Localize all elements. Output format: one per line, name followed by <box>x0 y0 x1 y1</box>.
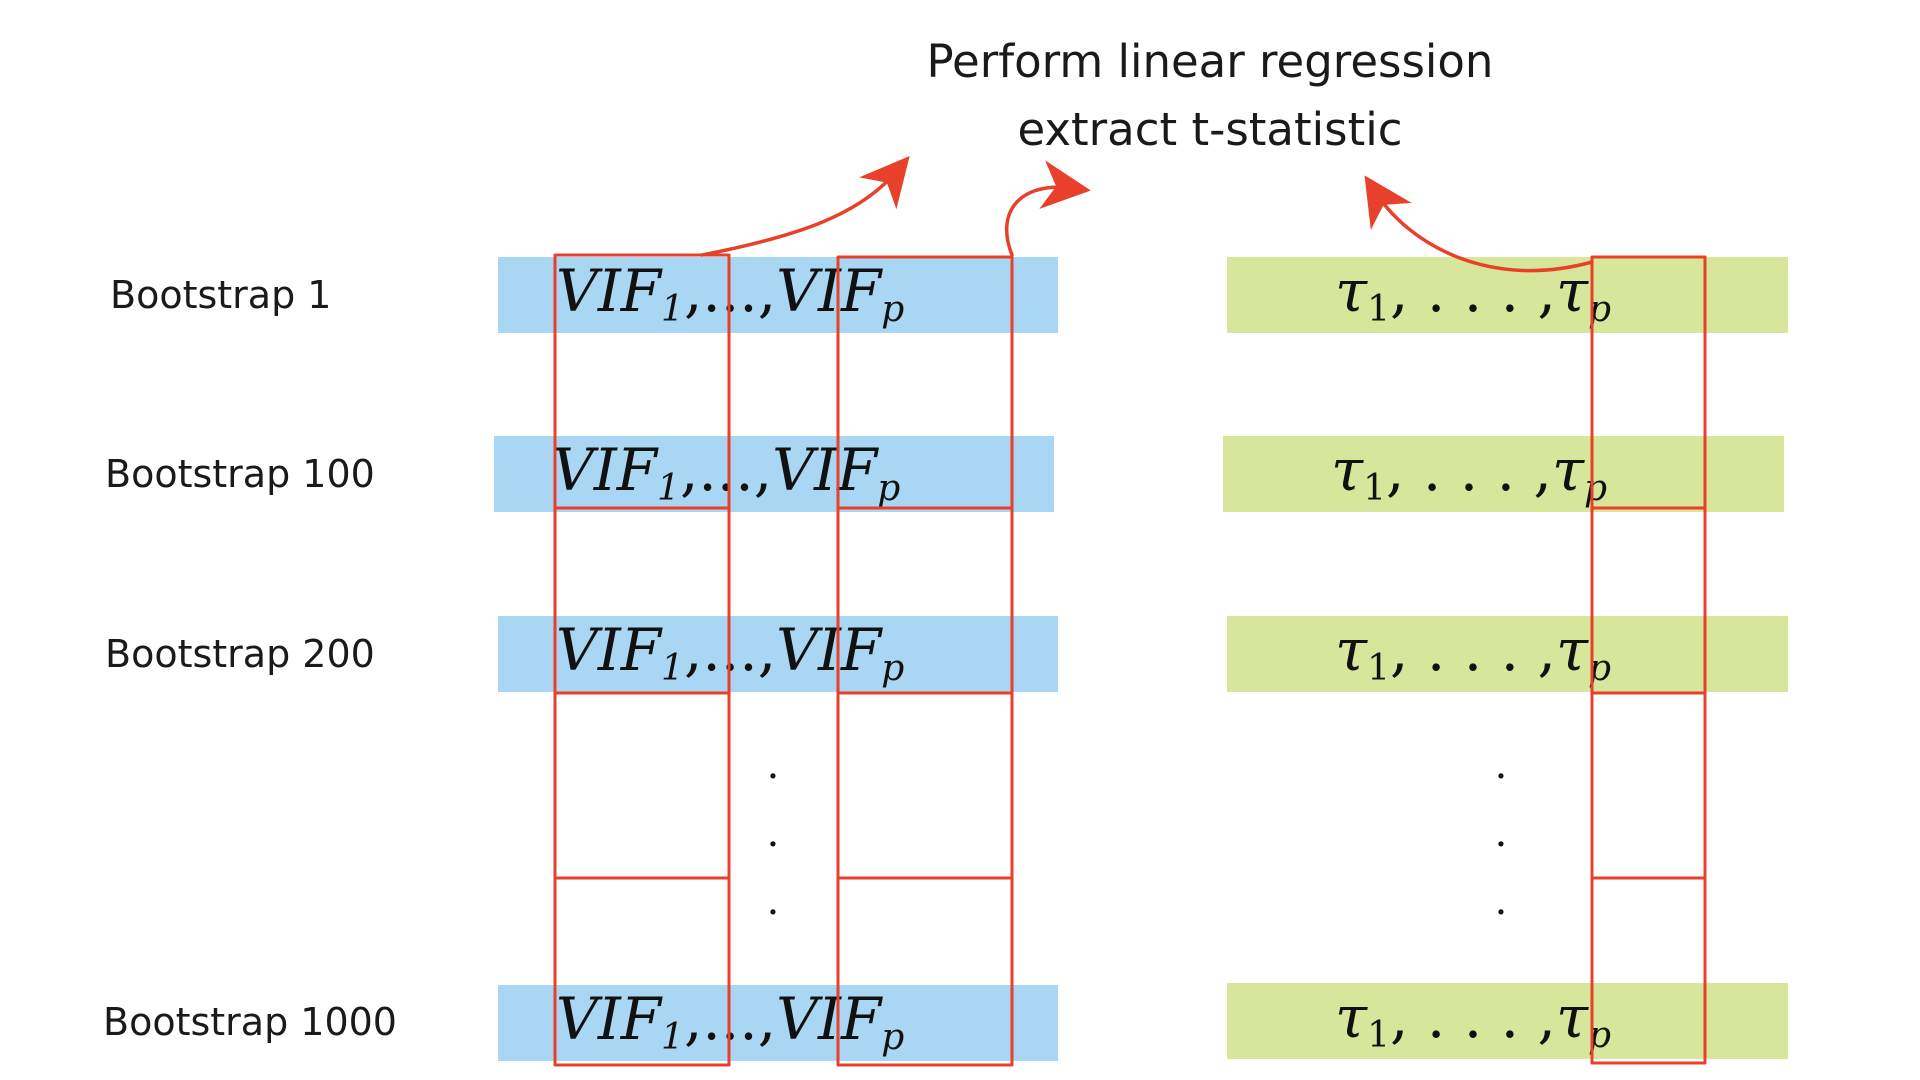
tau-first-base: τ <box>1331 436 1364 504</box>
tau-first-base: τ <box>1335 616 1368 684</box>
vif-last-base: VIF <box>776 616 882 684</box>
vif-last-base: VIF <box>772 436 878 504</box>
tau-vertical-dot-3: · <box>1494 890 1508 936</box>
vif-first-base: VIF <box>556 257 662 325</box>
vif-first-base: VIF <box>556 985 662 1053</box>
vif-last-sub: p <box>881 648 905 688</box>
vif-last-base: VIF <box>776 985 882 1053</box>
arrow-from-vif-first <box>700 156 910 257</box>
tau-last-base: τ <box>1555 616 1589 684</box>
tau-ellipsis: , . . . , <box>1390 616 1556 684</box>
tau-band-row-200 <box>1227 616 1788 692</box>
title-line-2: extract t-statistic <box>1017 103 1403 156</box>
row-label-bootstrap-1000: Bootstrap 1000 <box>103 1000 397 1044</box>
tau-last-sub: p <box>1588 648 1612 688</box>
row-label-bootstrap-200: Bootstrap 200 <box>105 632 375 676</box>
vif-comma-1: , <box>683 985 703 1053</box>
vif-vertical-dot-2: · <box>766 822 780 868</box>
vif-first-sub: 1 <box>657 468 680 508</box>
vif-first-sub: 1 <box>661 1017 684 1057</box>
vif-vertical-dot-1: · <box>766 754 780 800</box>
tau-first-sub: 1 <box>1367 648 1390 688</box>
vif-band-row-1000 <box>498 985 1058 1061</box>
vif-comma-2: , <box>757 257 777 325</box>
vif-last-sub: p <box>881 1017 905 1057</box>
vif-first-base: VIF <box>556 616 662 684</box>
row-label-bootstrap-100: Bootstrap 100 <box>105 452 375 496</box>
title-line-1: Perform linear regression <box>926 35 1494 88</box>
tau-last-column-outline <box>1590 255 1707 1065</box>
tau-ellipsis: , . . . , <box>1386 436 1552 504</box>
tau-first-sub: 1 <box>1367 289 1390 329</box>
tau-last-sub: p <box>1588 1015 1612 1055</box>
vif-band-row-200 <box>498 616 1058 692</box>
vif-first-sub: 1 <box>661 648 684 688</box>
tau-first-base: τ <box>1335 257 1368 325</box>
vif-band-row-1 <box>498 257 1058 333</box>
vif-comma-2: , <box>757 985 777 1053</box>
tau-band-row-1000 <box>1227 983 1788 1059</box>
tau-first-base: τ <box>1335 983 1368 1051</box>
tau-expression-row-1000: τ1, . . . ,τp <box>1335 979 1775 1055</box>
vif-last-sub: p <box>877 468 901 508</box>
tau-last-sub: p <box>1588 289 1612 329</box>
tau-first-sub: 1 <box>1367 1015 1390 1055</box>
vif-ellipsis: ... <box>698 436 754 504</box>
vif-last-base: VIF <box>776 257 882 325</box>
tau-band-row-100 <box>1223 436 1784 512</box>
vif-expression-row-100: VIF1,...,VIFp <box>552 432 1072 508</box>
tau-last-base: τ <box>1555 983 1589 1051</box>
vif-first-sub: 1 <box>661 289 684 329</box>
vif-expression-row-1000: VIF1,...,VIFp <box>556 981 1076 1057</box>
tau-ellipsis: , . . . , <box>1390 257 1556 325</box>
vif-comma-1: , <box>683 257 703 325</box>
vif-comma-2: , <box>753 436 773 504</box>
tau-vertical-dot-2: · <box>1494 822 1508 868</box>
arrow-from-vif-last <box>1005 160 1091 257</box>
vif-comma-1: , <box>679 436 699 504</box>
tau-expression-row-100: τ1, . . . ,τp <box>1331 432 1771 508</box>
vif-comma-2: , <box>757 616 777 684</box>
tau-last-sub: p <box>1584 468 1608 508</box>
vif-last-sub: p <box>881 289 905 329</box>
vif-vertical-dot-3: · <box>766 890 780 936</box>
vif-first-base: VIF <box>552 436 658 504</box>
tau-last-base: τ <box>1551 436 1585 504</box>
vif-comma-1: , <box>683 616 703 684</box>
tau-ellipsis: , . . . , <box>1390 983 1556 1051</box>
tau-expression-row-200: τ1, . . . ,τp <box>1335 612 1775 688</box>
vif-last-column-outline <box>836 255 1014 1067</box>
row-label-bootstrap-1: Bootstrap 1 <box>110 273 332 317</box>
vif-first-column-outline <box>553 253 731 1067</box>
vif-band-row-100 <box>494 436 1054 512</box>
tau-vertical-dot-1: · <box>1494 754 1508 800</box>
vif-expression-row-200: VIF1,...,VIFp <box>556 612 1076 688</box>
arrow-from-tau-last <box>1364 175 1594 273</box>
tau-first-sub: 1 <box>1363 468 1386 508</box>
